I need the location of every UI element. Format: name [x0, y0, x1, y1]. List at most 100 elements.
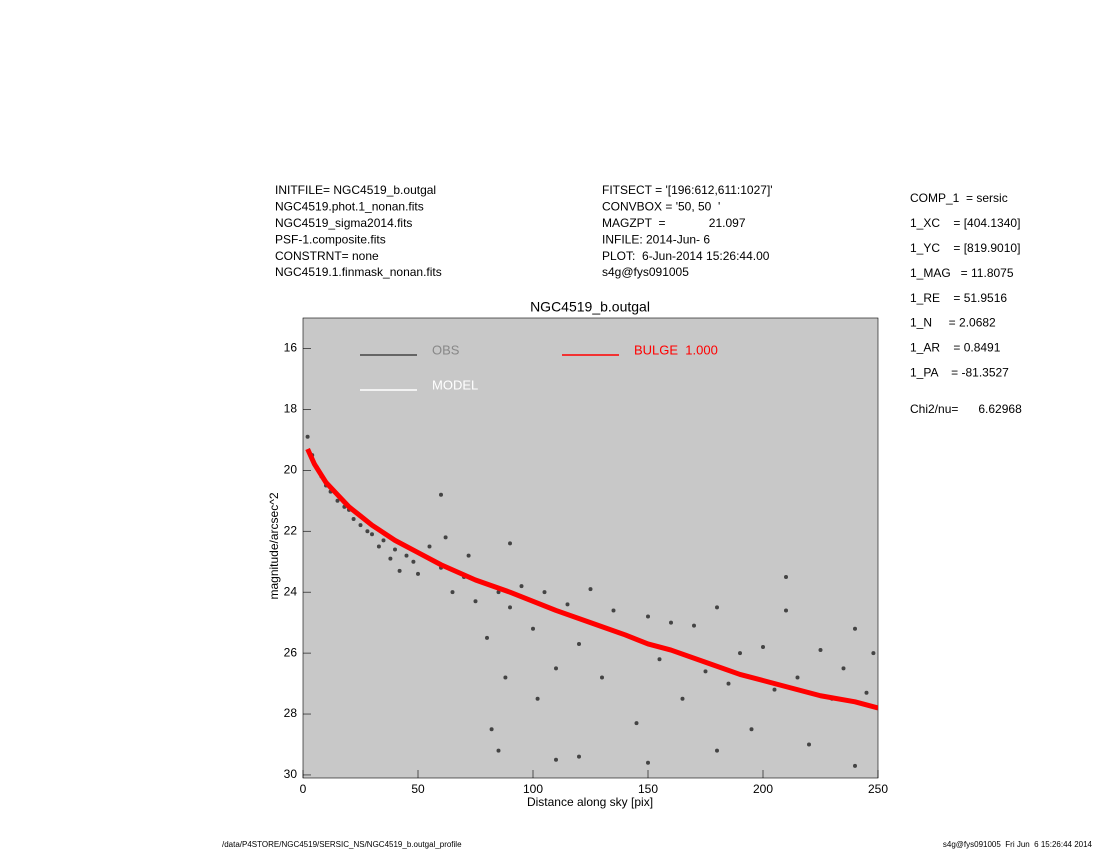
chart-title: NGC4519_b.outgal	[530, 299, 650, 315]
y-tick-label: 30	[284, 767, 298, 781]
obs-point	[853, 626, 857, 631]
obs-point	[761, 645, 765, 650]
obs-point	[692, 623, 696, 628]
obs-point	[508, 605, 512, 610]
obs-point	[485, 635, 489, 640]
header-line: NGC4519.1.finmask_nonan.fits	[275, 265, 442, 279]
footer-right: s4g@fys091005 Fri Jun 6 15:26:44 2014	[943, 840, 1093, 849]
param-line: 1_XC = [404.1340]	[910, 216, 1020, 230]
obs-point	[335, 498, 340, 503]
obs-point	[370, 532, 374, 537]
y-tick-label: 24	[284, 584, 298, 598]
y-tick-label: 18	[284, 402, 298, 416]
y-tick-label: 26	[284, 645, 298, 659]
obs-point	[818, 648, 823, 653]
obs-point	[680, 696, 685, 701]
obs-point	[427, 544, 432, 549]
obs-point	[864, 690, 869, 695]
param-line: 1_YC = [819.9010]	[910, 241, 1020, 255]
x-tick-label: 50	[411, 782, 425, 796]
obs-point	[657, 657, 662, 662]
obs-point	[554, 666, 558, 671]
y-axis-label: magnitude/arcsec^2	[267, 492, 281, 599]
obs-point	[611, 608, 616, 613]
header-line: INITFILE= NGC4519_b.outgal	[275, 183, 436, 197]
obs-point	[450, 590, 455, 595]
obs-point	[715, 605, 719, 610]
x-axis-label: Distance along sky [pix]	[527, 795, 653, 809]
obs-point	[588, 587, 593, 592]
obs-point	[365, 529, 370, 534]
footer-left: /data/P4STORE/NGC4519/SERSIC_NS/NGC4519_…	[222, 840, 462, 849]
param-line: 1_PA = -81.3527	[910, 365, 1009, 379]
obs-point	[853, 763, 857, 768]
obs-point	[715, 748, 719, 753]
obs-point	[535, 696, 540, 701]
legend-label: OBS	[432, 342, 460, 357]
obs-point	[416, 571, 420, 576]
model-band	[305, 447, 878, 711]
param-line: 1_RE = 51.9516	[910, 291, 1007, 305]
header-line: PSF-1.composite.fits	[275, 232, 386, 246]
obs-point	[841, 666, 846, 671]
header-line: CONSTRNT= none	[275, 249, 379, 263]
obs-point	[634, 721, 639, 726]
obs-point	[600, 675, 604, 680]
y-tick-label: 16	[284, 341, 298, 355]
obs-point	[795, 675, 800, 680]
obs-point	[542, 590, 547, 595]
param-line: 1_MAG = 11.8075	[910, 266, 1014, 280]
obs-point	[388, 556, 393, 561]
obs-point	[496, 748, 501, 753]
obs-point	[508, 541, 512, 546]
plot-marks	[305, 434, 878, 768]
header-line: MAGZPT = 21.097	[602, 216, 746, 230]
obs-point	[376, 544, 381, 549]
y-tick-label: 28	[284, 706, 298, 720]
obs-point	[443, 535, 448, 540]
x-tick-label: 0	[300, 782, 307, 796]
obs-point	[358, 523, 363, 528]
obs-point	[393, 547, 397, 552]
obs-point	[646, 760, 650, 765]
obs-point	[381, 538, 386, 543]
x-tick-label: 150	[638, 782, 658, 796]
legend-label: BULGE 1.000	[634, 342, 718, 357]
obs-point	[397, 568, 402, 573]
header-line: NGC4519.phot.1_nonan.fits	[275, 200, 424, 214]
obs-point	[784, 574, 788, 579]
obs-point	[554, 757, 558, 762]
obs-point	[749, 727, 754, 732]
legend-label: MODEL	[432, 377, 478, 392]
obs-point	[807, 742, 811, 747]
obs-point	[565, 602, 570, 607]
y-tick-label: 22	[284, 523, 298, 537]
obs-point	[489, 727, 494, 732]
obs-point	[305, 434, 310, 439]
param-line: 1_AR = 0.8491	[910, 341, 1001, 355]
header-line: FITSECT = '[196:612,611:1027]'	[602, 183, 773, 197]
obs-point	[784, 608, 788, 613]
header-line: NGC4519_sigma2014.fits	[275, 216, 412, 230]
obs-point	[519, 584, 524, 589]
obs-point	[577, 641, 581, 646]
obs-point	[871, 651, 876, 656]
x-tick-label: 250	[868, 782, 888, 796]
header-line: INFILE: 2014-Jun- 6	[602, 232, 710, 246]
obs-point	[503, 675, 508, 680]
y-tick-label: 20	[284, 462, 298, 476]
obs-point	[703, 669, 708, 674]
obs-point	[404, 553, 409, 558]
header-line: s4g@fys091005	[602, 265, 689, 279]
x-tick-label: 100	[523, 782, 543, 796]
header-line: CONVBOX = '50, 50 '	[602, 200, 720, 214]
obs-point	[669, 620, 673, 625]
x-tick-label: 200	[753, 782, 773, 796]
header-line: PLOT: 6-Jun-2014 15:26:44.00	[602, 249, 770, 263]
chi2: Chi2/nu= 6.62968	[910, 402, 1022, 416]
obs-point	[531, 626, 535, 631]
obs-point	[772, 687, 777, 692]
obs-point	[439, 492, 443, 497]
param-line: 1_N = 2.0682	[910, 316, 996, 330]
obs-point	[496, 590, 501, 595]
